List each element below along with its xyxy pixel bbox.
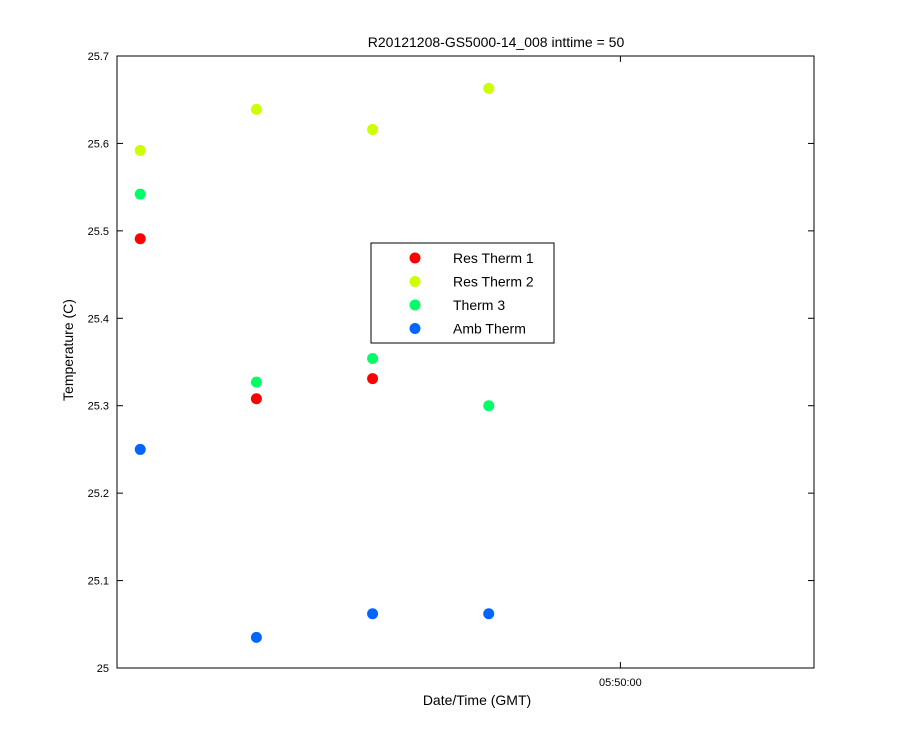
y-tick-label: 25.3 (88, 401, 109, 413)
chart-title: R20121208-GS5000-14_008 inttime = 50 (368, 34, 625, 50)
y-tick-label: 25 (97, 663, 109, 675)
legend-marker-amb-therm (409, 323, 421, 334)
data-point-therm-3 (483, 400, 495, 412)
legend-marker-res-therm-2 (409, 276, 421, 287)
legend: Res Therm 1 Res Therm 2 Therm 3 Amb Therm (370, 242, 555, 344)
y-tick-label: 25.7 (88, 51, 109, 63)
y-axis: 25 25.1 25.2 25.3 25.4 25.5 25.6 25.7 (88, 51, 814, 675)
data-point-therm-3 (134, 188, 146, 200)
y-axis-label: Temperature (C) (60, 299, 76, 401)
legend-label-amb-therm: Amb Therm (453, 321, 526, 337)
data-point-amb-therm (483, 608, 495, 620)
y-tick-label: 25.4 (88, 313, 109, 325)
data-point-amb-therm (134, 443, 146, 455)
data-point-res-therm-1 (250, 393, 262, 405)
legend-marker-res-therm-1 (409, 252, 421, 264)
legend-box (370, 242, 555, 344)
data-point-res-therm-1 (134, 233, 146, 245)
data-point-res-therm-1 (367, 373, 379, 385)
data-point-amb-therm (367, 608, 379, 620)
data-point-res-therm-2 (483, 82, 495, 94)
legend-label-res-therm-1: Res Therm 1 (453, 250, 534, 266)
legend-label-res-therm-2: Res Therm 2 (453, 274, 534, 290)
legend-label-therm-3: Therm 3 (453, 297, 505, 313)
x-tick-label: 05:50:00 (599, 677, 642, 689)
data-point-res-therm-2 (134, 144, 146, 156)
y-tick-label: 25.1 (88, 576, 109, 588)
x-axis: 05:50:00 (599, 56, 642, 689)
data-point-res-therm-2 (250, 103, 262, 115)
x-axis-label: Date/Time (GMT) (423, 692, 531, 708)
data-point-amb-therm (250, 631, 262, 643)
y-tick-label: 25.6 (88, 138, 109, 150)
data-point-res-therm-2 (367, 123, 379, 135)
data-point-therm-3 (250, 376, 262, 388)
data-point-therm-3 (367, 353, 379, 365)
y-tick-label: 25.2 (88, 488, 109, 500)
y-tick-label: 25.5 (88, 226, 109, 238)
legend-marker-therm-3 (409, 299, 421, 311)
plot-area (116, 55, 815, 669)
